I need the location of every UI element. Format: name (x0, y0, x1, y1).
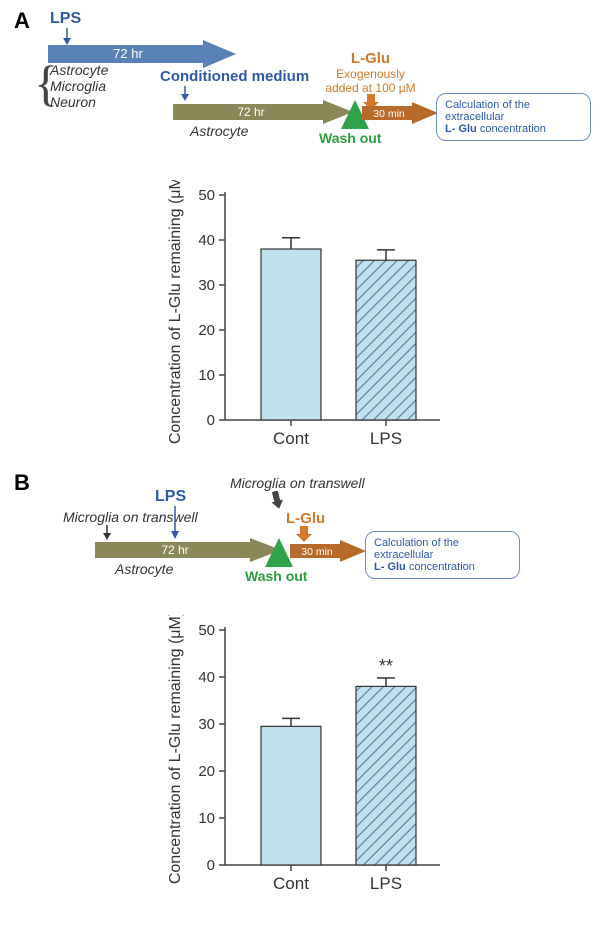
svg-text:30: 30 (198, 716, 215, 733)
cond-medium-label: Conditioned medium (160, 68, 309, 85)
calc-line1-a: Calculation of the extracellular (445, 99, 582, 123)
svg-text:**: ** (379, 656, 393, 676)
transwell-off: Microglia on transwell (230, 475, 365, 491)
arrow1-label-a: 72 hr (113, 46, 143, 61)
arrowB-cell: Astrocyte (115, 561, 173, 577)
svg-text:0: 0 (207, 412, 215, 429)
washout-label-b: Wash out (245, 568, 307, 584)
svg-text:10: 10 (198, 810, 215, 827)
svg-text:Cont: Cont (273, 874, 309, 893)
svg-text:LPS: LPS (370, 429, 402, 448)
lglu-sub2-a: added at 100 μM (313, 81, 428, 95)
panel-b-chart: 0 10 20 30 40 50 Cont LPS ** Concentration of L-G… (160, 615, 450, 905)
lps-label-a: LPS (50, 10, 81, 28)
calc-line1-b: Calculation of the extracellular (374, 537, 511, 561)
svg-text:50: 50 (198, 622, 215, 639)
svg-text:20: 20 (198, 763, 215, 780)
svg-text:50: 50 (198, 187, 215, 204)
calc-line2b-a: L- Glu (445, 123, 477, 135)
arrowB: 72 hr (95, 538, 283, 562)
svg-text:40: 40 (198, 669, 215, 686)
panel-a-diagram: LPS { Astrocyte Microglia Neuron 72 hr C… (0, 0, 600, 180)
calc-line2b-b: L- Glu (374, 561, 406, 573)
svg-text:30: 30 (198, 277, 215, 294)
calc-box-b: Calculation of the extracellular L- Glu … (365, 531, 520, 579)
arrow3-label-b: 30 min (301, 546, 333, 558)
washout-label-a: Wash out (319, 130, 381, 146)
lglu-note-a: L-Glu Exogenously added at 100 μM (313, 50, 428, 95)
panel-a-chart: 0 10 20 30 40 50 Cont LPS Concentration of L-Glu… (160, 180, 450, 460)
lps-label-b: LPS (155, 488, 186, 506)
transwell-off-arrow (270, 491, 284, 509)
calc-box-a: Calculation of the extracellular L- Glu … (436, 93, 591, 141)
svg-text:0: 0 (207, 857, 215, 874)
svg-text:10: 10 (198, 367, 215, 384)
arrow3-a: 30 min (362, 102, 440, 124)
svg-text:Concentration of L-Glu remaini: Concentration of L-Glu remaining (μM) (167, 615, 184, 884)
panel-b-diagram: Microglia on transwell LPS Microglia on … (0, 470, 600, 630)
arrow2-a: 72 hr (173, 100, 355, 124)
svg-text:Cont: Cont (273, 429, 309, 448)
svg-text:20: 20 (198, 322, 215, 339)
arrowB-label: 72 hr (161, 543, 188, 557)
arrow2-label-a: 72 hr (237, 105, 264, 119)
lglu-sub1-a: Exogenously (313, 67, 428, 81)
svg-text:LPS: LPS (370, 874, 402, 893)
panel-a: A LPS { Astrocyte Microglia Neuron 72 hr… (0, 0, 600, 460)
arrow3-label-a: 30 min (373, 108, 405, 120)
svg-text:Concentration of L-Glu remaini: Concentration of L-Glu remaining (μM) (167, 180, 184, 444)
lglu-head-b: L-Glu (286, 510, 325, 527)
lps-down-arrow-b (168, 506, 182, 540)
arrow3-b: 30 min (290, 540, 368, 562)
arrow1-a: 72 hr (48, 40, 238, 68)
calc-line2r-b: concentration (406, 561, 475, 573)
cell-2: Neuron (50, 94, 96, 110)
svg-text:40: 40 (198, 232, 215, 249)
cell-1: Microglia (50, 78, 106, 94)
panel-b: B Microglia on transwell LPS Microglia o… (0, 470, 600, 926)
arrow2-cell-a: Astrocyte (190, 123, 248, 139)
lglu-head-a: L-Glu (313, 50, 428, 67)
calc-line2r-a: concentration (477, 123, 546, 135)
